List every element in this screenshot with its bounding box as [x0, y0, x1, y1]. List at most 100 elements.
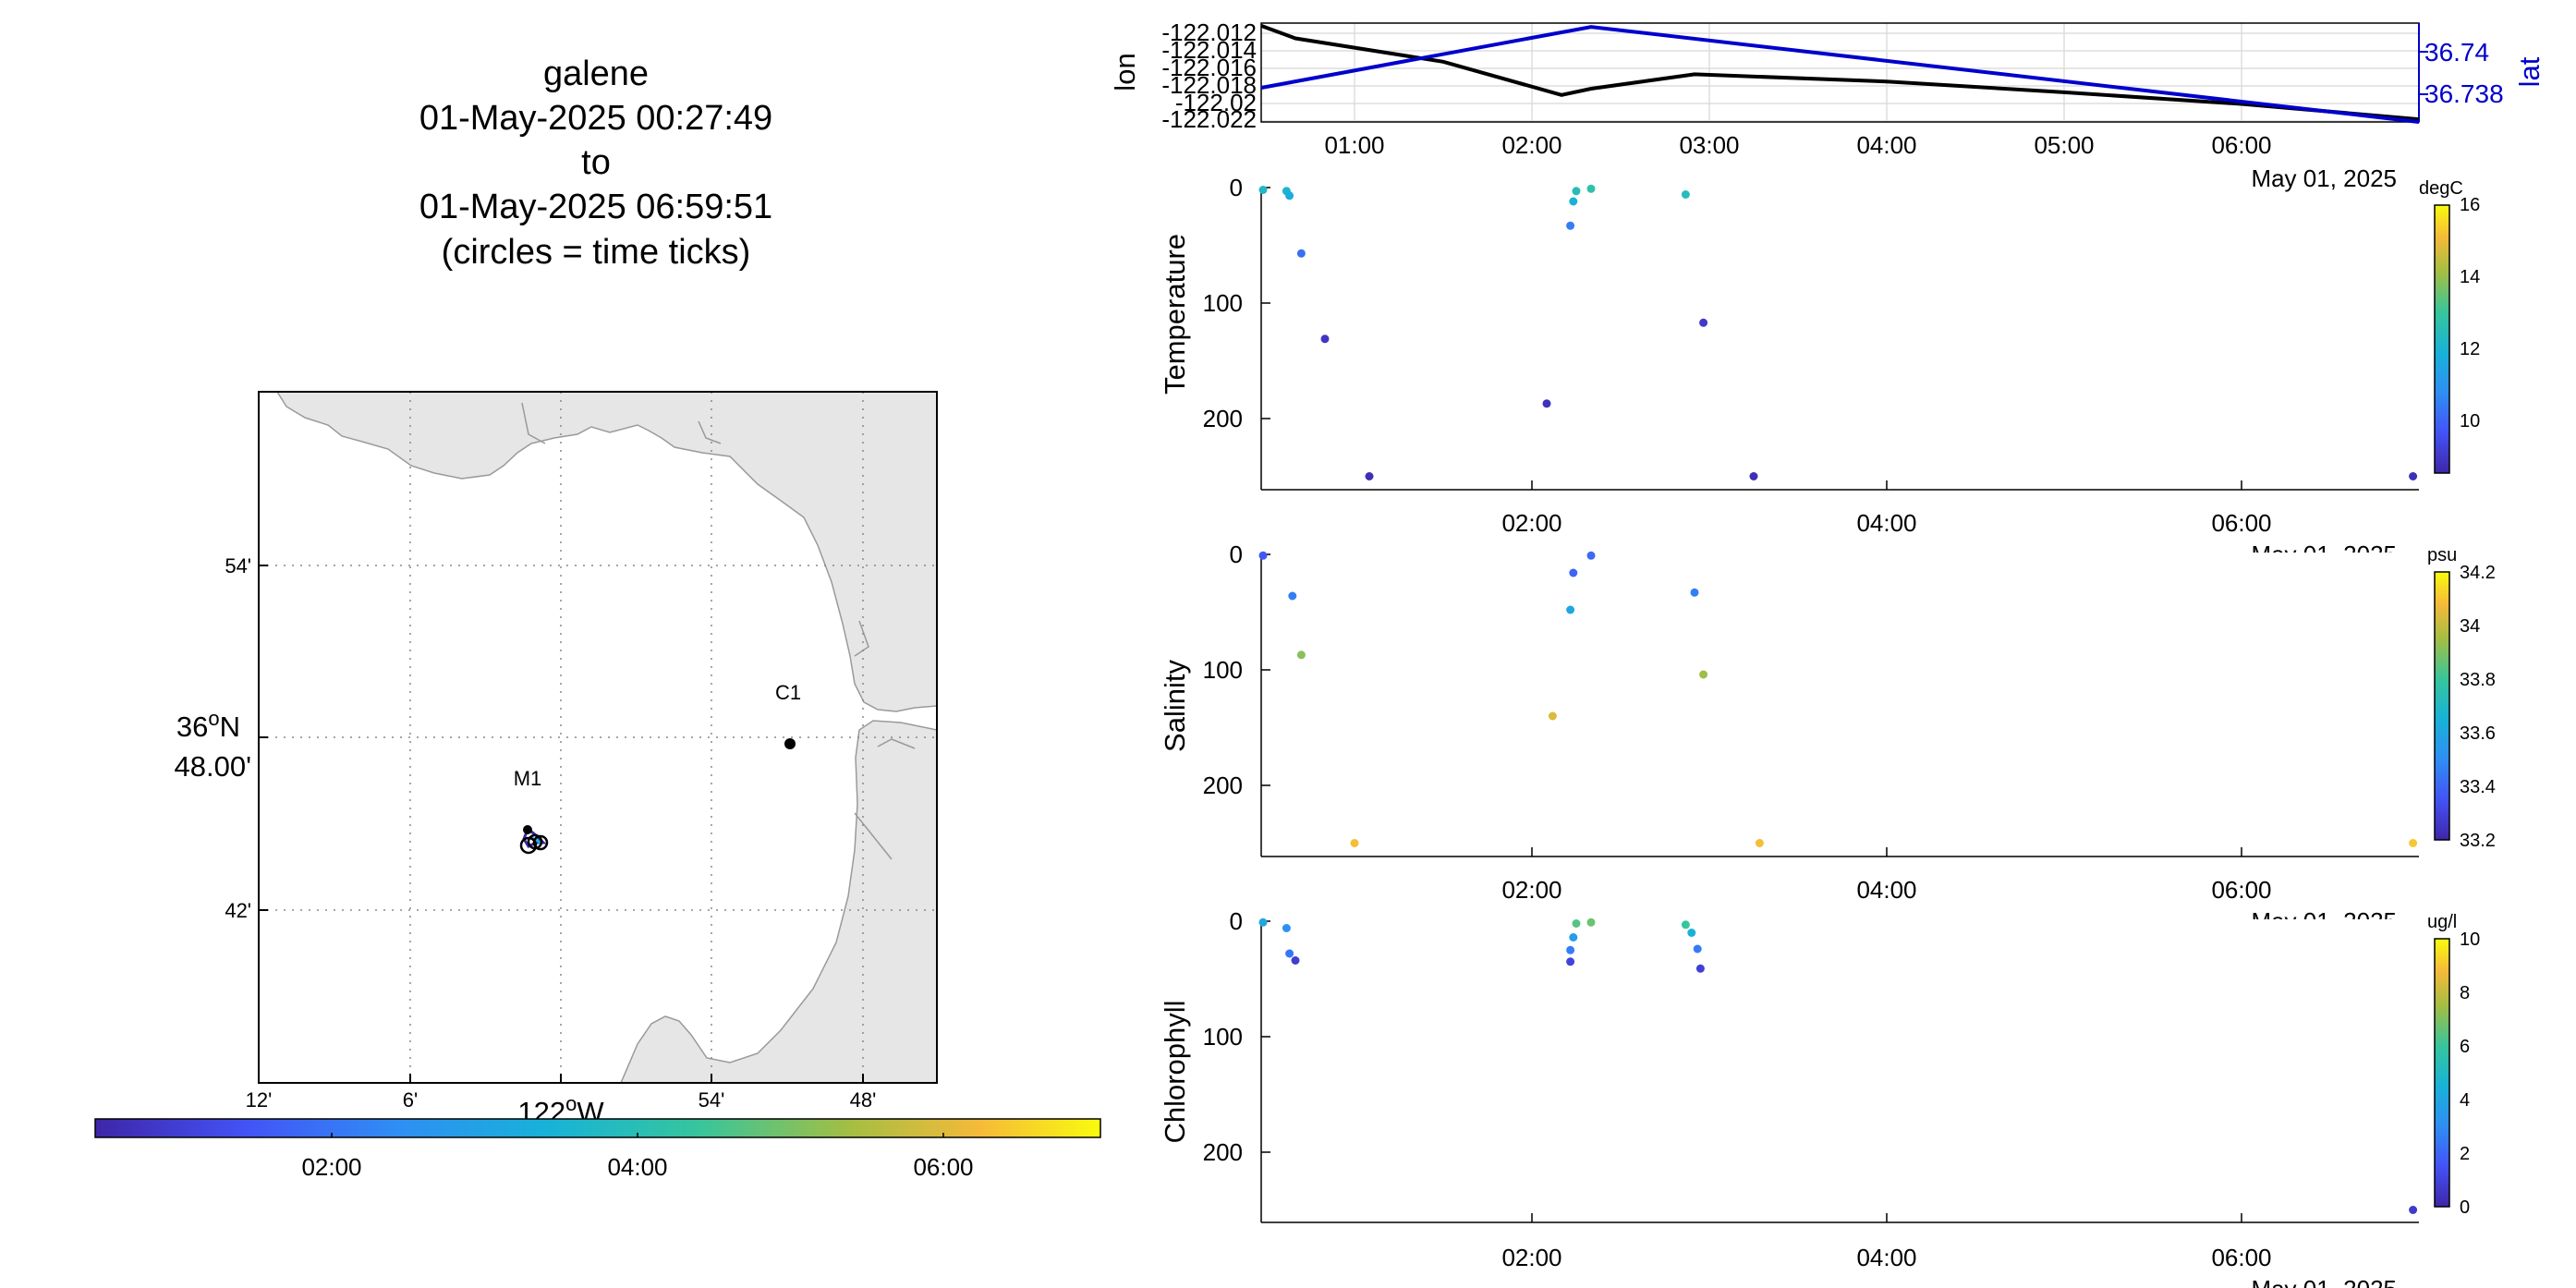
salinity-cbar-tick: 33.2 [2460, 831, 2496, 851]
lon-tick: -122.022 [1161, 105, 1257, 133]
chlorophyll-colorbar [2434, 938, 2450, 1208]
temperature-y-tick: 0 [1230, 174, 1243, 201]
temperature-point [1365, 472, 1374, 480]
chlorophyll-panel: 0 100 200 Chlorophyll 02:00 04:00 06:00 … [1159, 907, 2480, 1288]
title-line-4: 01-May-2025 06:59:51 [419, 188, 772, 226]
salinity-cbar-tick: 33.8 [2460, 670, 2496, 690]
chlorophyll-cbar-tick: 2 [2460, 1144, 2470, 1164]
salinity-point [1548, 711, 1557, 721]
temperature-point [1699, 318, 1708, 327]
temperature-units: degC [2419, 178, 2463, 199]
chlorophyll-point [1285, 949, 1294, 958]
chlorophyll-cbar-tick: 8 [2460, 983, 2470, 1003]
title-line-3: to [581, 143, 611, 182]
track-map: 54' 36oN 48.00' 42' 12' 6' 54' 48' 122oW… [175, 391, 938, 1128]
chlorophyll-x-tick: 02:00 [1501, 1244, 1561, 1271]
map-lat-label-deg: 36oN [176, 707, 240, 743]
chlorophyll-date-label: May 01, 2025 [2251, 1275, 2397, 1288]
lonlat-grid [1261, 23, 2419, 122]
salinity-date-label: May 01, 2025 [2251, 907, 2397, 935]
title-line-5: (circles = time ticks) [442, 233, 751, 272]
salinity-y-tick: 0 [1230, 541, 1243, 568]
station-m1-label: M1 [514, 767, 542, 790]
lonlat-xticks: 01:00 02:00 03:00 04:00 05:00 06:00 [1324, 131, 2271, 159]
station-m1: M1 [514, 767, 542, 790]
salinity-y-tick: 200 [1203, 772, 1243, 799]
salinity-cbar-tick: 33.4 [2460, 777, 2496, 797]
map-land-south [620, 720, 937, 1083]
lat-tick: 36.74 [2424, 38, 2489, 67]
chlorophyll-point [1687, 929, 1696, 937]
chlorophyll-units: ug/l [2427, 912, 2457, 932]
lonlat-x-tick: 04:00 [1856, 131, 1916, 159]
salinity-cbar-tick: 33.6 [2460, 723, 2496, 744]
plot-title: galene 01-May-2025 00:27:49 to 01-May-20… [419, 55, 772, 272]
salinity-point [1350, 839, 1359, 847]
chlorophyll-y-tick: 100 [1203, 1023, 1243, 1051]
lon-tick: -122.016 [1161, 54, 1257, 81]
salinity-units: psu [2427, 545, 2457, 565]
time-colorbar-tick-0600: 06:00 [913, 1153, 973, 1181]
chlorophyll-point [1566, 957, 1575, 966]
temperature-points [1258, 184, 2418, 480]
chlorophyll-points [1258, 917, 2418, 1214]
chlorophyll-cbar-tick: 10 [2460, 930, 2480, 950]
temperature-point [1542, 399, 1551, 408]
salinity-x-tick: 02:00 [1501, 876, 1561, 904]
lonlat-x-tick: 06:00 [2211, 131, 2271, 159]
temperature-cbar-tick: 14 [2460, 267, 2480, 287]
salinity-point [1755, 839, 1764, 847]
chlorophyll-point [1566, 945, 1575, 954]
chlorophyll-cbar-tick: 0 [2460, 1197, 2470, 1218]
time-colorbar-gradient [94, 1118, 1101, 1138]
salinity-point [1586, 551, 1596, 560]
temperature-point [1749, 472, 1758, 480]
map-lon-tick-6: 6' [403, 1088, 418, 1112]
lonlat-panel: -122.012 -122.014 -122.016 -122.018 -122… [1109, 18, 2546, 192]
chlorophyll-point [1586, 917, 1596, 927]
chlorophyll-point [1569, 933, 1578, 942]
map-lon-tick-12: 12' [246, 1088, 273, 1112]
time-tick-circle [532, 834, 549, 851]
temperature-y-tick: 100 [1203, 289, 1243, 317]
salinity-cbar-tick: 34.2 [2460, 563, 2496, 583]
lonlat-frame [1260, 22, 2420, 123]
temperature-x-tick: 04:00 [1856, 509, 1916, 537]
lonlat-x-tick: 02:00 [1501, 131, 1561, 159]
map-lon-tick-48: 48' [850, 1088, 877, 1112]
chlorophyll-y-tick: 200 [1203, 1138, 1243, 1166]
chlorophyll-point [1572, 919, 1581, 928]
salinity-panel: 0 100 200 Salinity 02:00 04:00 06:00 May… [1159, 541, 2496, 935]
chlorophyll-y-tick: 0 [1230, 907, 1243, 935]
temperature-point [2409, 472, 2418, 480]
lat-tick: 36.738 [2424, 79, 2504, 108]
lonlat-x-tick: 03:00 [1679, 131, 1739, 159]
lon-tick: -122.012 [1161, 18, 1257, 46]
salinity-point [1296, 650, 1306, 660]
salinity-axis-label: Salinity [1159, 660, 1191, 752]
salinity-x-tick: 06:00 [2211, 876, 2271, 904]
map-land [276, 392, 937, 712]
map-lat-tick-54: 54' [225, 554, 251, 577]
temperature-x-tick: 02:00 [1501, 509, 1561, 537]
salinity-points [1258, 551, 2418, 847]
chlorophyll-point [1693, 944, 1702, 954]
map-lat-label-min: 48.00' [175, 750, 252, 783]
chlorophyll-x-tick: 06:00 [2211, 1244, 2271, 1271]
salinity-colorbar [2434, 571, 2450, 841]
lon-axis-label: lon [1109, 53, 1141, 91]
temperature-point [1681, 190, 1690, 199]
salinity-x-tick: 04:00 [1856, 876, 1916, 904]
salinity-cbar-tick: 34 [2460, 616, 2480, 637]
temperature-axis-label: Temperature [1159, 234, 1191, 395]
temperature-point [1285, 191, 1294, 200]
salinity-point [1566, 605, 1575, 614]
temperature-point [1572, 187, 1581, 196]
temperature-cbar-tick: 12 [2460, 339, 2480, 359]
track-start-marker [523, 825, 532, 834]
chlorophyll-point [1291, 956, 1300, 965]
lat-axis-label: lat [2513, 56, 2546, 87]
lonlat-date-label: May 01, 2025 [2251, 164, 2397, 192]
salinity-point [1258, 551, 1268, 560]
